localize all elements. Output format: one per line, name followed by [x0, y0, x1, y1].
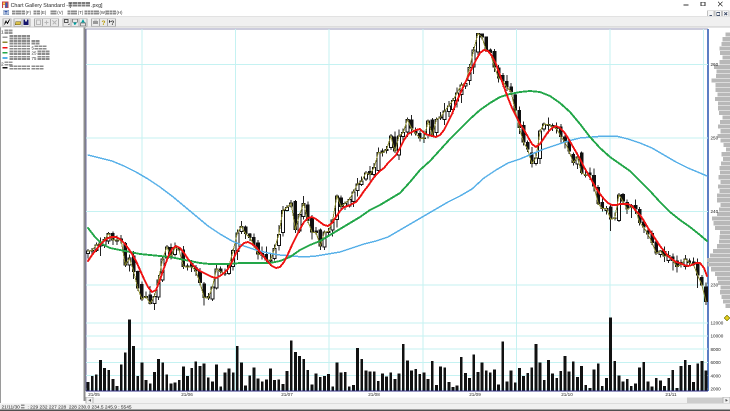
- svg-text:25: 25: [32, 51, 37, 56]
- svg-text:21/10: 21/10: [561, 392, 573, 397]
- svg-text:5: 5: [32, 45, 35, 50]
- svg-text:260: 260: [711, 62, 719, 67]
- svg-text:12000: 12000: [711, 321, 724, 326]
- svg-text:(F): (F): [26, 10, 32, 15]
- svg-text:.pxg]: .pxg]: [91, 3, 103, 9]
- svg-text:?: ?: [102, 20, 106, 27]
- svg-text:75: 75: [32, 56, 37, 61]
- svg-text:(T): (T): [78, 10, 84, 15]
- svg-text:21/07: 21/07: [281, 392, 293, 397]
- svg-text:230: 230: [711, 283, 719, 288]
- svg-text:2000: 2000: [711, 387, 722, 392]
- svg-text:(E): (E): [41, 10, 47, 15]
- svg-text:1: 1: [1, 30, 4, 36]
- svg-text:Chart Gallery Standard - [: Chart Gallery Standard - [: [11, 3, 72, 9]
- svg-text:?: ?: [111, 21, 115, 27]
- svg-text:6000: 6000: [711, 360, 722, 365]
- svg-text:21/08: 21/08: [368, 392, 380, 397]
- svg-text:(H): (H): [117, 10, 124, 15]
- svg-text:21/06: 21/06: [181, 392, 193, 397]
- svg-text:4000: 4000: [711, 373, 722, 378]
- svg-text:240: 240: [711, 209, 719, 214]
- svg-text:21/11: 21/11: [665, 392, 677, 397]
- svg-text:(V): (V): [57, 10, 63, 15]
- svg-text:2: 2: [1, 61, 4, 67]
- svg-text:250: 250: [711, 136, 719, 141]
- svg-text:8000: 8000: [711, 347, 722, 352]
- svg-text:(W): (W): [100, 10, 107, 15]
- svg-text:: 229 232 227 228 228 230.0 2: : 229 232 227 228 228 230.0 234.5 245.9 …: [28, 405, 132, 411]
- svg-text:21/05: 21/05: [88, 392, 100, 397]
- svg-text:21/09: 21/09: [469, 392, 481, 397]
- svg-text:10000: 10000: [711, 334, 724, 339]
- svg-text:21/11/30: 21/11/30: [2, 405, 21, 411]
